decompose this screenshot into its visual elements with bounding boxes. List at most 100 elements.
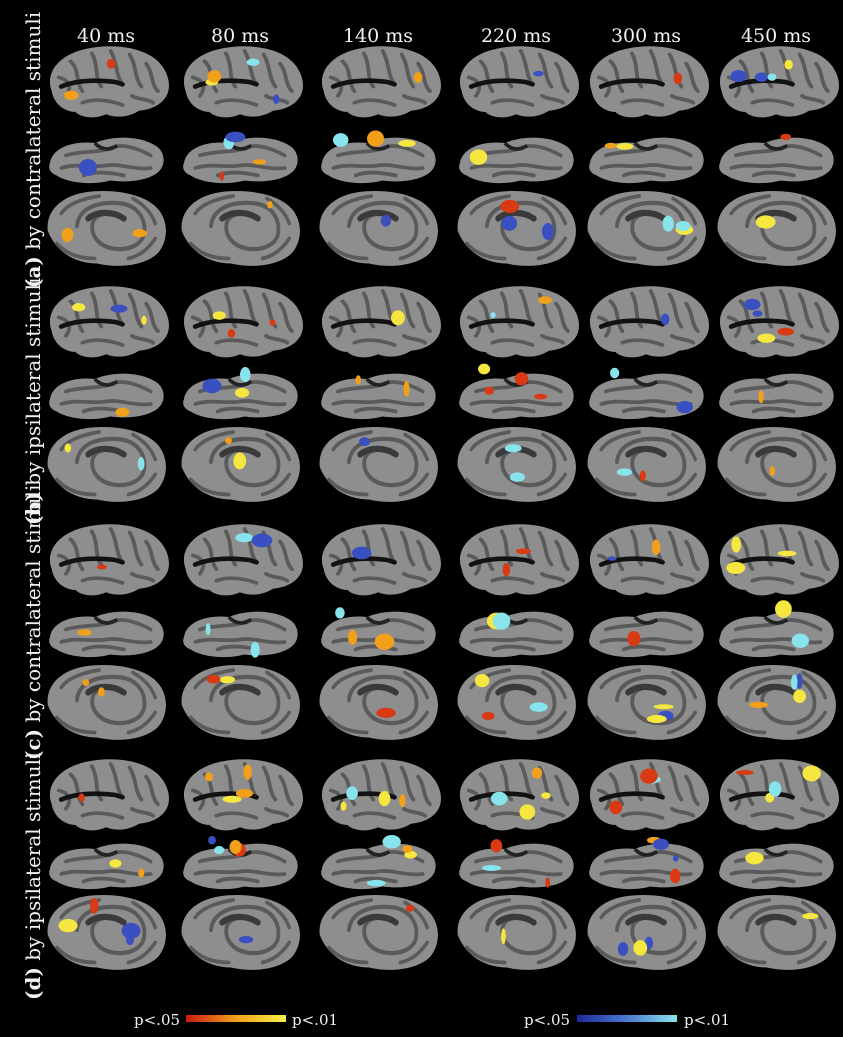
brain-inf-p2-t1 <box>181 609 300 659</box>
activation-blob <box>474 674 490 688</box>
activation-blob <box>406 904 415 912</box>
brain-med-p3-t3 <box>458 895 576 970</box>
activation-blob <box>515 548 531 555</box>
brain-inf-p1-t3 <box>457 363 576 421</box>
activation-blob <box>212 311 226 320</box>
brain-med-p3-t5 <box>718 895 836 970</box>
activation-blob <box>347 629 358 645</box>
activation-blob <box>403 380 410 397</box>
activation-blob <box>359 437 371 447</box>
activation-blob <box>229 840 242 854</box>
activation-blob <box>672 855 679 862</box>
activation-blob <box>675 221 691 231</box>
activation-blob <box>376 707 396 718</box>
brain-lat-p0-t4 <box>590 46 709 117</box>
activation-blob <box>633 940 648 956</box>
brain-inf-p0-t5 <box>717 133 836 185</box>
brain-inf-p3-t2 <box>319 835 438 891</box>
time-label-220: 220 ms <box>481 25 551 47</box>
activation-blob <box>802 765 821 782</box>
brain-med-p3-t2 <box>320 895 438 970</box>
activation-blob <box>490 839 503 853</box>
legend-cool-high: p<.01 <box>684 1011 730 1029</box>
brain-lat-p0-t5 <box>720 46 839 117</box>
activation-blob <box>478 363 491 375</box>
time-label-140: 140 ms <box>343 25 413 47</box>
activation-blob <box>777 327 795 336</box>
activation-blob <box>501 928 506 945</box>
brain-inf-p2-t2 <box>319 607 438 659</box>
activation-blob <box>227 329 236 338</box>
brain-med-p2-t3 <box>458 665 576 740</box>
brain-lat-p1-t5 <box>720 286 839 357</box>
activation-blob <box>519 804 536 820</box>
activation-blob <box>669 868 681 884</box>
brain-inf-p0-t0 <box>47 135 166 185</box>
brain-med-p3-t4 <box>588 895 706 970</box>
activation-blob <box>660 313 670 326</box>
brain-inf-p0-t4 <box>587 135 706 185</box>
activation-blob <box>132 229 147 238</box>
activation-blob <box>251 533 273 548</box>
activation-blob <box>346 786 358 801</box>
activation-blob <box>774 600 792 618</box>
activation-blob <box>481 865 502 871</box>
brain-lat-p1-t0 <box>50 286 169 357</box>
activation-blob <box>802 913 819 920</box>
brain-inf-p3-t4 <box>587 836 706 891</box>
legend-cool-low: p<.05 <box>524 1011 570 1029</box>
activation-blob <box>351 546 372 560</box>
brain-inf-p2-t0 <box>47 609 166 659</box>
activation-blob <box>404 850 417 859</box>
activation-blob <box>332 133 349 147</box>
activation-blob <box>509 472 525 482</box>
brain-lat-p2-t1 <box>184 524 303 595</box>
brain-lat-p1-t1 <box>184 286 303 357</box>
activation-blob <box>768 781 782 797</box>
activation-blob <box>109 859 122 868</box>
activation-blob <box>514 372 529 386</box>
panel-labels: (a) by contralateral stimuli (b) by ipsi… <box>21 12 45 1000</box>
activation-blob <box>609 800 623 815</box>
activation-blob <box>736 770 754 775</box>
activation-blob <box>340 801 347 811</box>
activation-blob <box>662 215 674 232</box>
brain-med-p3-t0 <box>48 895 166 970</box>
activation-blob <box>71 303 86 312</box>
activation-blob <box>202 378 222 394</box>
activation-blob <box>374 633 395 650</box>
activation-blob <box>96 564 107 570</box>
brain-lat-p0-t1 <box>184 46 303 117</box>
panel-label-a: (a) by contralateral stimuli <box>21 12 45 288</box>
activation-blob <box>141 315 147 325</box>
activation-blob <box>272 94 280 104</box>
activation-blob <box>205 772 213 782</box>
activation-blob <box>627 631 641 647</box>
activation-blob <box>749 701 769 708</box>
activation-blob <box>61 227 74 243</box>
activation-blob <box>208 836 216 845</box>
activation-blob <box>745 851 764 865</box>
activation-blob <box>222 795 242 803</box>
panel-text-a: by contralateral stimuli <box>21 12 45 250</box>
activation-blob <box>335 607 345 619</box>
activation-blob <box>534 393 548 400</box>
activation-blob <box>490 791 508 806</box>
activation-blob <box>533 70 544 77</box>
time-label-80: 80 ms <box>211 25 269 47</box>
brain-med-p2-t5 <box>718 665 836 740</box>
brain-med-p1-t5 <box>718 427 836 502</box>
panel-text-c: by contralateral stimuli <box>21 485 45 723</box>
brain-inf-p0-t1 <box>181 131 300 185</box>
brain-med-p1-t1 <box>182 427 300 502</box>
activation-blob <box>784 59 793 70</box>
brain-inf-p1-t2 <box>319 371 438 421</box>
brain-med-p0-t4 <box>588 191 706 266</box>
activation-blob <box>541 223 554 240</box>
brain-med-p0-t5 <box>718 191 836 266</box>
activation-blob <box>793 689 807 703</box>
panel-label-c: (c) by contralateral stimuli <box>21 485 45 760</box>
brain-inf-p3-t1 <box>181 836 300 891</box>
activation-blob <box>639 470 646 482</box>
